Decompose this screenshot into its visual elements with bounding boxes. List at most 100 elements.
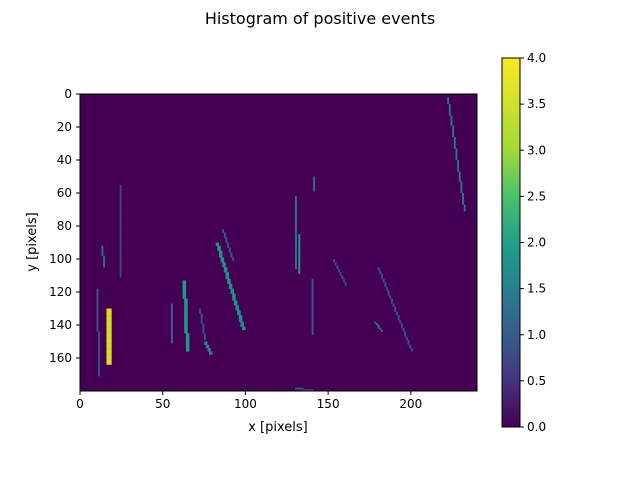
heatmap-cell bbox=[222, 265, 225, 268]
heatmap-cell bbox=[295, 235, 297, 238]
heatmap-cell bbox=[220, 250, 223, 253]
heatmap-cell bbox=[187, 341, 190, 344]
heatmap-cell bbox=[390, 300, 393, 303]
heatmap-cell bbox=[106, 323, 109, 326]
heatmap-cell bbox=[187, 343, 190, 345]
heatmap-cell bbox=[311, 320, 314, 322]
heatmap-cell bbox=[109, 316, 112, 319]
heatmap-cell bbox=[184, 283, 187, 286]
heatmap-cell bbox=[185, 325, 188, 327]
heatmap-cell bbox=[233, 298, 236, 301]
x-tick-label: 50 bbox=[155, 397, 170, 411]
heatmap-cell bbox=[448, 110, 451, 113]
heatmap-cell bbox=[295, 259, 297, 261]
x-tick-label: 100 bbox=[234, 397, 257, 411]
heatmap-cell bbox=[230, 283, 233, 286]
heatmap-cell bbox=[185, 348, 188, 350]
heatmap-cell bbox=[187, 344, 190, 347]
heatmap-cell bbox=[170, 311, 173, 314]
colorbar: 0.0 0.5 1.0 1.5 2.0 2.5 3.0 3.5 4.0 bbox=[501, 51, 546, 434]
heatmap-cell bbox=[222, 262, 225, 265]
heatmap-cell bbox=[108, 328, 110, 331]
heatmap-cell bbox=[98, 359, 101, 362]
heatmap-cell bbox=[109, 336, 112, 339]
heatmap-cell bbox=[202, 329, 205, 332]
heatmap-cell bbox=[311, 315, 314, 317]
heatmap-cell bbox=[311, 303, 314, 306]
heatmap-cell bbox=[98, 369, 101, 372]
heatmap-cell bbox=[187, 336, 190, 339]
heatmap-cell bbox=[397, 315, 400, 317]
heatmap-cell bbox=[225, 270, 228, 273]
heatmap-cell bbox=[295, 227, 297, 230]
heatmap-cell bbox=[450, 120, 453, 123]
heatmap-cell bbox=[119, 272, 122, 275]
heatmap-cell bbox=[96, 326, 99, 329]
heatmap-cell bbox=[108, 348, 110, 350]
heatmap-cell bbox=[374, 321, 377, 324]
heatmap-cell bbox=[223, 268, 226, 271]
heatmap-cell bbox=[295, 226, 297, 228]
heatmap-cell bbox=[119, 201, 122, 204]
heatmap-cell bbox=[108, 358, 110, 360]
heatmap-cell bbox=[460, 181, 463, 184]
heatmap-cell bbox=[187, 334, 190, 337]
heatmap-cell bbox=[170, 313, 173, 316]
heatmap-cell bbox=[240, 316, 243, 319]
heatmap-cell bbox=[376, 323, 378, 326]
heatmap-cell bbox=[184, 305, 187, 308]
heatmap-cell bbox=[187, 339, 190, 342]
heatmap-cell bbox=[98, 358, 101, 360]
heatmap-cell bbox=[311, 318, 314, 321]
heatmap-cell bbox=[225, 273, 228, 276]
heatmap-cell bbox=[242, 326, 244, 329]
heatmap-cell bbox=[298, 235, 301, 238]
heatmap-cell bbox=[184, 300, 187, 303]
heatmap-cell bbox=[106, 359, 109, 362]
heatmap-cell bbox=[295, 232, 297, 235]
heatmap-cell bbox=[184, 293, 187, 296]
heatmap-cell bbox=[108, 321, 110, 324]
heatmap-cell bbox=[96, 316, 99, 319]
x-axis-label: x [pixels] bbox=[248, 420, 308, 435]
heatmap-cell bbox=[170, 323, 173, 326]
heatmap-cell bbox=[185, 331, 188, 334]
heatmap-cell bbox=[306, 389, 309, 391]
heatmap-cell bbox=[333, 259, 335, 261]
heatmap-cell bbox=[119, 239, 122, 242]
heatmap-cell bbox=[228, 282, 231, 284]
heatmap-cell bbox=[109, 333, 112, 336]
y-tick-label: 160 bbox=[49, 351, 72, 365]
heatmap-area bbox=[79, 93, 478, 392]
heatmap-cell bbox=[184, 282, 187, 284]
heatmap-cell bbox=[450, 122, 453, 124]
y-tick-label: 20 bbox=[57, 120, 72, 134]
colorbar-tick-label: 3.0 bbox=[527, 143, 546, 157]
heatmap-cell bbox=[237, 310, 239, 312]
heatmap-cell bbox=[311, 328, 314, 331]
heatmap-cell bbox=[230, 252, 233, 255]
heatmap-cell bbox=[119, 189, 122, 192]
heatmap-cell bbox=[103, 257, 106, 260]
heatmap-cell bbox=[218, 252, 221, 255]
heatmap-cell bbox=[452, 125, 455, 128]
heatmap-cell bbox=[377, 326, 380, 329]
heatmap-cell bbox=[311, 308, 314, 311]
heatmap-cell bbox=[339, 273, 342, 276]
heatmap-cell bbox=[462, 201, 464, 204]
y-tick-label: 140 bbox=[49, 318, 72, 332]
heatmap-cell bbox=[119, 249, 122, 251]
heatmap-cell bbox=[170, 315, 173, 317]
heatmap-cell bbox=[223, 234, 226, 237]
heatmap-cell bbox=[108, 310, 110, 312]
heatmap-cell bbox=[170, 329, 173, 332]
heatmap-cell bbox=[184, 329, 187, 332]
heatmap-cell bbox=[295, 244, 297, 246]
heatmap-cell bbox=[295, 221, 297, 223]
heatmap-cell bbox=[379, 272, 382, 275]
heatmap-cell bbox=[109, 326, 112, 329]
heatmap-cell bbox=[170, 321, 173, 324]
heatmap-cell bbox=[381, 273, 383, 276]
heatmap-cell bbox=[453, 145, 456, 147]
heatmap-cell bbox=[96, 293, 99, 296]
